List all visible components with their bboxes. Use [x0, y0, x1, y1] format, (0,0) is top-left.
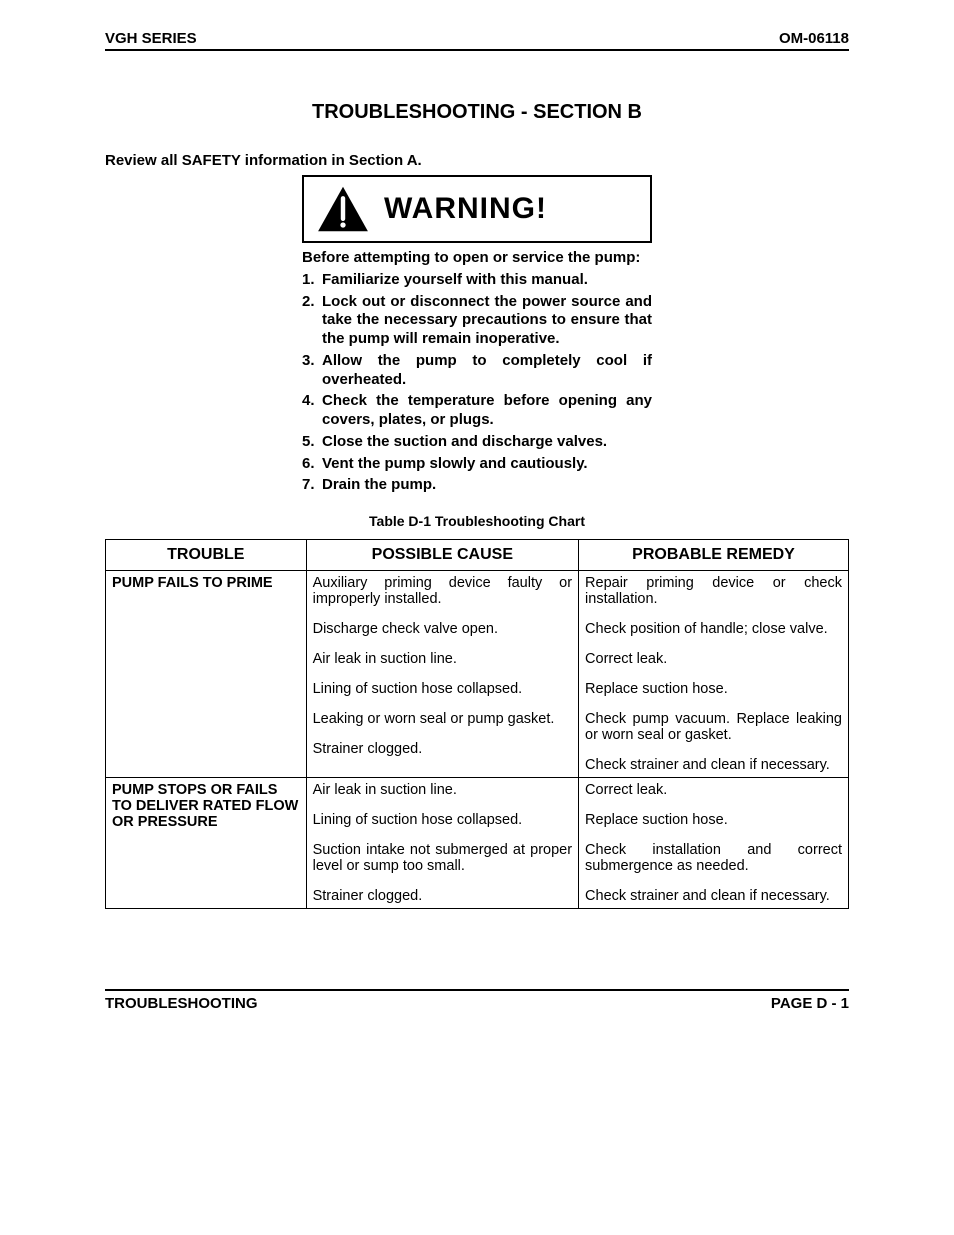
- remedy-item: Check strainer and clean if necessary.: [585, 888, 842, 904]
- warning-item: Close the suction and discharge valves.: [302, 433, 652, 452]
- review-safety-line: Review all SAFETY information in Section…: [105, 152, 849, 169]
- table-caption: Table D-1 Troubleshooting Chart: [105, 513, 849, 529]
- remedy-item: Check installation and correct submergen…: [585, 842, 842, 874]
- header-docnum: OM-06118: [779, 30, 849, 47]
- warning-triangle-icon: [316, 185, 370, 233]
- remedy-cell: Correct leak. Replace suction hose. Chec…: [579, 778, 849, 909]
- trouble-cell: PUMP FAILS TO PRIME: [106, 571, 307, 778]
- cause-item: Air leak in suction line.: [313, 782, 572, 798]
- cause-item: Lining of suction hose collapsed.: [313, 681, 572, 697]
- warning-body: Before attempting to open or service the…: [302, 249, 652, 495]
- col-remedy-header: PROBABLE REMEDY: [579, 540, 849, 571]
- troubleshooting-table: TROUBLE POSSIBLE CAUSE PROBABLE REMEDY P…: [105, 539, 849, 909]
- cause-item: Auxiliary priming device faulty or impro…: [313, 575, 572, 607]
- remedy-item: Replace suction hose.: [585, 681, 842, 697]
- remedy-item: Correct leak.: [585, 651, 842, 667]
- remedy-item: Check strainer and clean if necessary.: [585, 757, 842, 773]
- table-row: PUMP STOPS OR FAILS TO DELIVER RATED FLO…: [106, 778, 849, 909]
- cause-item: Strainer clogged.: [313, 888, 572, 904]
- warning-item: Drain the pump.: [302, 476, 652, 495]
- cause-item: Air leak in suction line.: [313, 651, 572, 667]
- remedy-item: Repair priming device or check installat…: [585, 575, 842, 607]
- col-trouble-header: TROUBLE: [106, 540, 307, 571]
- cause-item: Discharge check valve open.: [313, 621, 572, 637]
- warning-item: Vent the pump slowly and cautiously.: [302, 455, 652, 474]
- remedy-item: Check position of handle; close valve.: [585, 621, 842, 637]
- trouble-cell: PUMP STOPS OR FAILS TO DELIVER RATED FLO…: [106, 778, 307, 909]
- remedy-item: Correct leak.: [585, 782, 842, 798]
- footer-section: TROUBLESHOOTING: [105, 995, 258, 1012]
- section-title: TROUBLESHOOTING - SECTION B: [105, 101, 849, 124]
- page-header: VGH SERIES OM-06118: [105, 30, 849, 51]
- remedy-item: Replace suction hose.: [585, 812, 842, 828]
- cause-item: Lining of suction hose collapsed.: [313, 812, 572, 828]
- warning-list: Familiarize yourself with this manual. L…: [302, 271, 652, 495]
- table-row: PUMP FAILS TO PRIME Auxiliary priming de…: [106, 571, 849, 778]
- warning-item: Allow the pump to completely cool if ove…: [302, 352, 652, 390]
- warning-intro: Before attempting to open or service the…: [302, 249, 652, 268]
- col-cause-header: POSSIBLE CAUSE: [306, 540, 578, 571]
- footer-page: PAGE D - 1: [771, 995, 849, 1012]
- warning-block: WARNING! Before attempting to open or se…: [302, 175, 652, 495]
- warning-item: Familiarize yourself with this manual.: [302, 271, 652, 290]
- cause-item: Suction intake not submerged at proper l…: [313, 842, 572, 874]
- warning-item: Lock out or disconnect the power source …: [302, 293, 652, 349]
- cause-cell: Auxiliary priming device faulty or impro…: [306, 571, 578, 778]
- cause-cell: Air leak in suction line. Lining of suct…: [306, 778, 578, 909]
- warning-label: WARNING!: [384, 192, 547, 226]
- warning-box: WARNING!: [302, 175, 652, 243]
- cause-item: Strainer clogged.: [313, 741, 572, 757]
- remedy-item: Check pump vacuum. Replace leaking or wo…: [585, 711, 842, 743]
- remedy-cell: Repair priming device or check installat…: [579, 571, 849, 778]
- warning-item: Check the temperature before opening any…: [302, 392, 652, 430]
- header-series: VGH SERIES: [105, 30, 197, 47]
- table-header-row: TROUBLE POSSIBLE CAUSE PROBABLE REMEDY: [106, 540, 849, 571]
- cause-item: Leaking or worn seal or pump gasket.: [313, 711, 572, 727]
- page-footer: TROUBLESHOOTING PAGE D - 1: [105, 989, 849, 1012]
